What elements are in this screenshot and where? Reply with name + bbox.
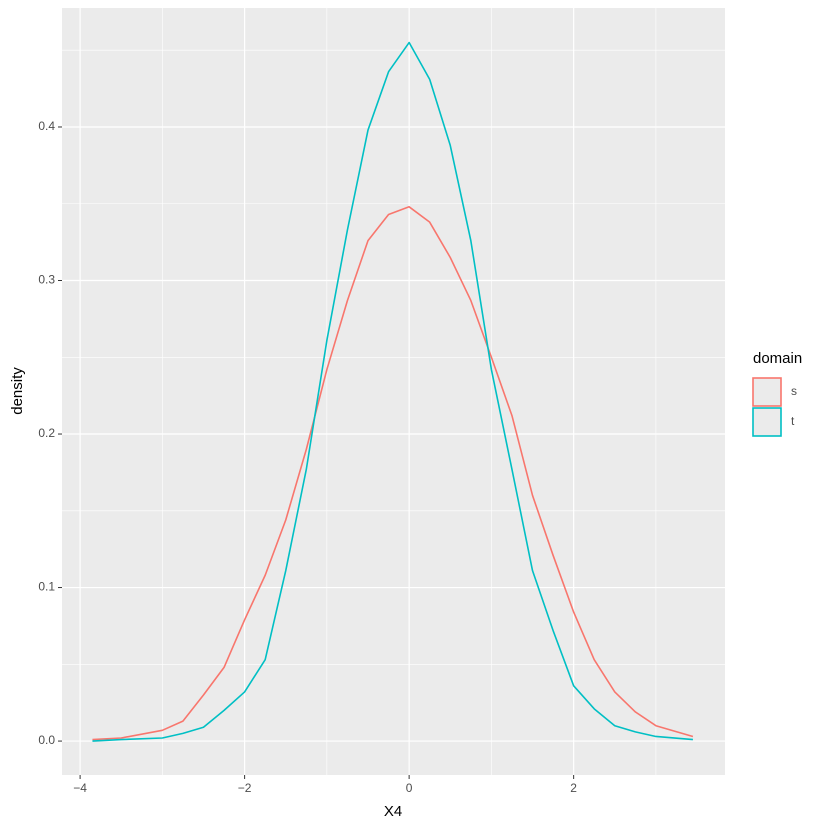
x-tick-label: −2 <box>238 781 252 795</box>
legend-label: t <box>791 414 795 428</box>
density-line <box>92 41 693 742</box>
panel <box>62 8 725 775</box>
density-line <box>92 206 694 741</box>
y-tick-label: 0.0 <box>38 733 55 747</box>
x-tick-label: 0 <box>406 781 413 795</box>
legend-key-bg <box>752 377 782 407</box>
legend-title: domain <box>753 350 802 367</box>
y-tick-label: 0.3 <box>38 273 55 287</box>
y-tick-label: 0.2 <box>38 426 55 440</box>
x-axis-label: X4 <box>384 803 402 820</box>
legend-label: s <box>791 384 797 398</box>
y-tick-label: 0.4 <box>38 119 55 133</box>
y-axis-label: density <box>9 367 26 415</box>
x-tick-label: −4 <box>73 781 87 795</box>
x-tick-label: 2 <box>570 781 577 795</box>
legend-key-bg <box>752 407 782 437</box>
y-tick-label: 0.1 <box>38 580 55 594</box>
